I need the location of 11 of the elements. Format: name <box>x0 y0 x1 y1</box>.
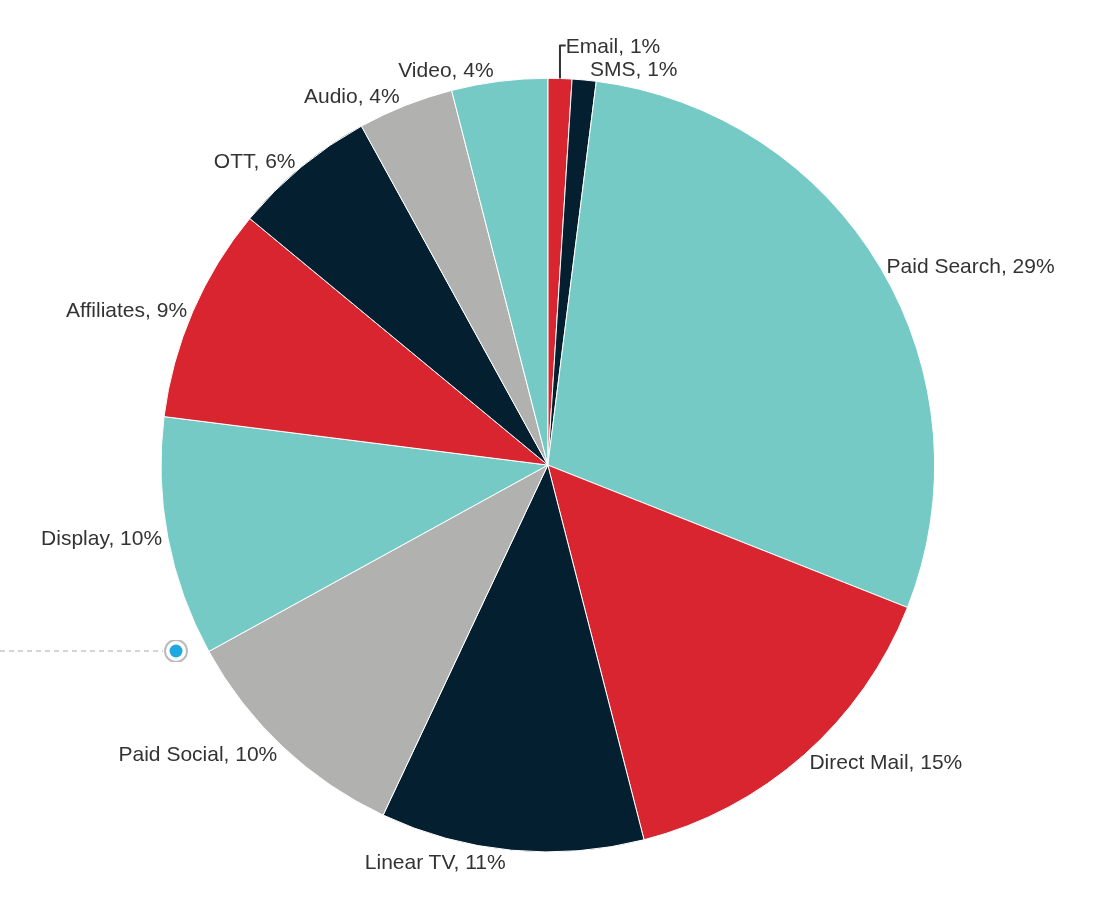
slice-label: Linear TV, 11% <box>364 850 506 874</box>
slice-label: Paid Social, 10% <box>118 741 278 765</box>
slice-label: Affiliates, 9% <box>66 298 188 322</box>
slice-label: SMS, 1% <box>589 57 678 81</box>
slice-label: OTT, 6% <box>213 148 296 172</box>
slice-label: Paid Search, 29% <box>886 253 1055 277</box>
slice-label: Email, 1% <box>565 34 661 58</box>
slice-label: Display, 10% <box>41 526 163 550</box>
slice-label: Audio, 4% <box>303 83 400 107</box>
slice-label: Direct Mail, 15% <box>809 750 963 774</box>
slice-label: Video, 4% <box>398 58 494 82</box>
